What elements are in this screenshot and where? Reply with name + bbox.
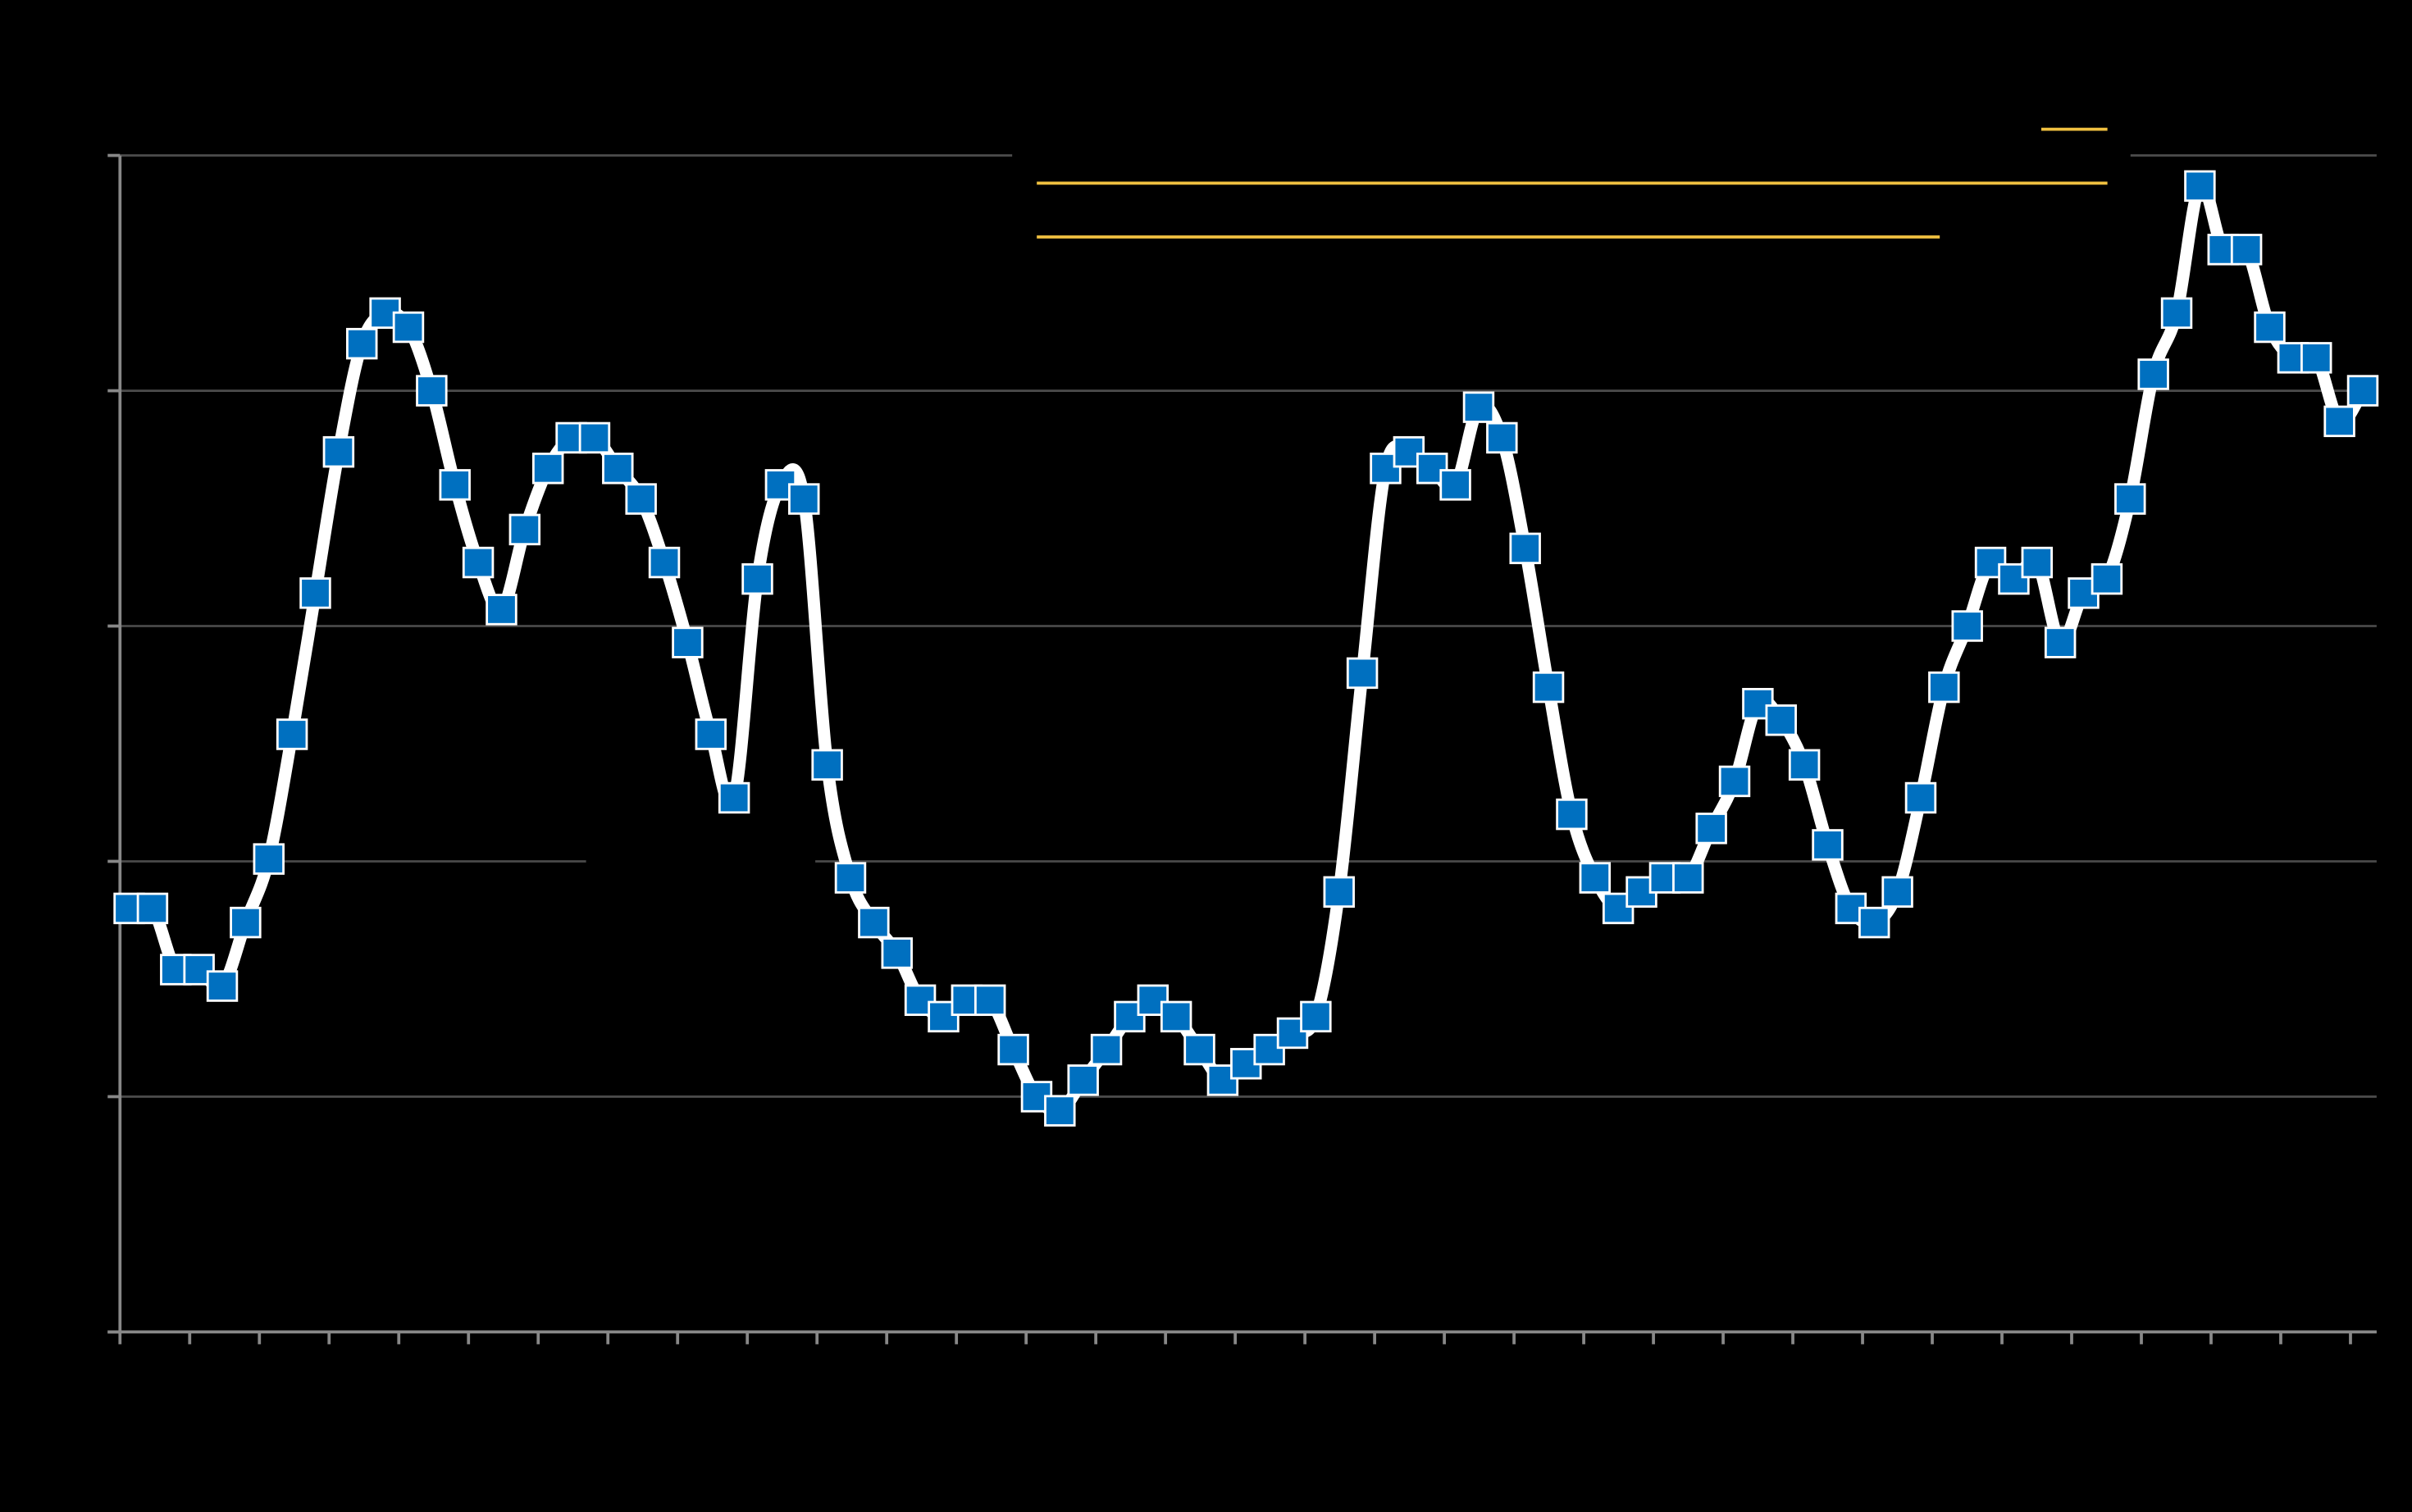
marker	[648, 546, 681, 579]
marker	[2254, 311, 2286, 344]
marker	[1695, 813, 1727, 845]
marker	[230, 906, 262, 939]
marker	[299, 577, 331, 609]
marker	[1904, 781, 1937, 814]
marker	[322, 435, 355, 468]
annotation-box	[586, 845, 816, 877]
marker	[1532, 671, 1565, 704]
marker	[788, 483, 820, 515]
marker	[1928, 671, 1960, 704]
marker	[508, 513, 541, 546]
marker	[997, 1033, 1029, 1066]
marker	[392, 311, 425, 344]
marker	[1346, 657, 1379, 690]
marker	[1439, 469, 1471, 501]
marker	[276, 718, 308, 750]
marker	[2021, 546, 2054, 579]
marker	[253, 843, 285, 875]
marker	[2184, 170, 2216, 203]
marker	[625, 483, 657, 515]
marker	[695, 718, 727, 750]
marker	[602, 453, 634, 485]
marker	[1090, 1033, 1123, 1066]
marker	[439, 469, 471, 501]
marker	[1393, 435, 1425, 468]
marker	[2346, 375, 2379, 407]
marker	[881, 937, 913, 969]
marker	[2230, 234, 2263, 266]
marker	[1998, 562, 2030, 595]
marker	[1951, 610, 1983, 642]
marker	[1183, 1033, 1215, 1066]
marker	[136, 892, 169, 925]
marker	[2114, 483, 2146, 515]
marker	[2044, 626, 2077, 658]
marker	[1858, 906, 1890, 939]
marker	[1812, 829, 1844, 861]
marker	[1579, 862, 1612, 894]
marker	[1556, 798, 1588, 831]
marker	[1323, 876, 1355, 909]
marker	[1718, 765, 1751, 798]
marker	[1486, 421, 1518, 454]
marker	[2137, 358, 2169, 390]
marker	[2160, 297, 2193, 330]
marker	[858, 906, 890, 939]
marker	[1672, 862, 1704, 894]
marker	[2091, 562, 2123, 595]
marker	[486, 594, 518, 626]
marker	[1067, 1064, 1099, 1096]
marker	[206, 970, 239, 1002]
marker	[2323, 405, 2355, 438]
marker	[834, 862, 867, 894]
marker	[1881, 876, 1913, 909]
marker	[741, 562, 773, 595]
marker	[531, 453, 564, 485]
marker	[346, 327, 378, 360]
marker	[1602, 892, 1635, 925]
marker	[462, 546, 495, 579]
marker	[973, 984, 1006, 1017]
marker	[1300, 1000, 1332, 1033]
marker	[578, 421, 611, 454]
marker	[811, 749, 843, 781]
marker	[1462, 391, 1495, 423]
marker	[2300, 342, 2332, 374]
marker	[672, 626, 704, 658]
marker	[1160, 1000, 1192, 1033]
marker	[1044, 1095, 1076, 1127]
marker	[1206, 1064, 1239, 1096]
marker	[1765, 704, 1797, 736]
marker	[718, 781, 750, 814]
marker	[416, 375, 448, 407]
marker	[1509, 532, 1541, 565]
marker	[1788, 749, 1821, 781]
